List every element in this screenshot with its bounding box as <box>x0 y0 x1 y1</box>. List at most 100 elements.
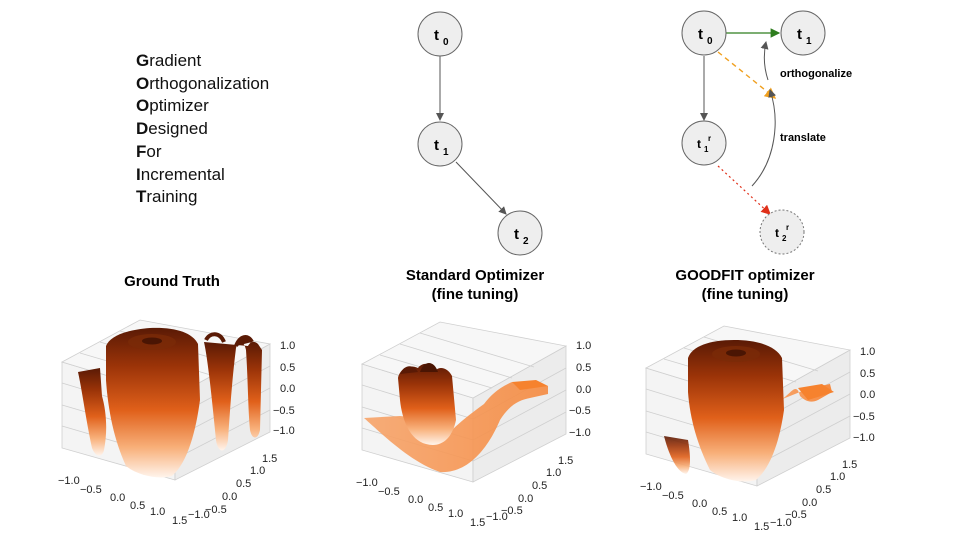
svg-text:t: t <box>775 226 779 240</box>
node-t2: t 2 <box>497 210 543 256</box>
plot-goodfit: 1.0 0.5 0.0 −0.5 −1.0 −1.0 −0.5 0.0 0.5 … <box>640 325 875 533</box>
arrow-orange-dashed <box>717 51 777 99</box>
node-t2r: t 2 r <box>759 209 805 255</box>
svg-text:t: t <box>434 137 439 154</box>
y-axis-ticks: 1.5 1.0 0.5 0.0 −0.5 −1.0 <box>188 453 277 521</box>
y-tick: 1.5 <box>558 455 573 467</box>
y-tick: −1.0 <box>770 517 792 529</box>
z-tick: 1.0 <box>860 346 875 358</box>
z-tick: 0.5 <box>860 368 875 380</box>
z-tick: 1.0 <box>280 340 295 352</box>
plot-title-goodfit: GOODFIT optimizer (fine tuning) <box>675 267 815 303</box>
acronym-line: Optimizer <box>136 96 209 116</box>
svg-text:t: t <box>797 26 802 43</box>
x-tick: 0.0 <box>408 494 423 506</box>
acronym-line: Training <box>136 187 198 207</box>
surface-bump <box>398 363 456 445</box>
y-axis-ticks: 1.5 1.0 0.5 0.0 −0.5 −1.0 <box>486 455 573 523</box>
z-tick: −1.0 <box>273 425 295 437</box>
node-t0: t 0 <box>681 10 727 56</box>
y-tick: −1.0 <box>188 509 210 521</box>
y-tick: −0.5 <box>205 504 227 516</box>
z-axis-ticks: 1.0 0.5 0.0 −0.5 −1.0 <box>273 340 295 437</box>
x-tick: 1.5 <box>172 515 187 527</box>
arrow-translate-curve <box>751 89 777 187</box>
x-tick: 0.5 <box>712 506 727 518</box>
x-tick: 1.0 <box>150 506 165 518</box>
svg-text:r: r <box>786 223 789 232</box>
z-tick: −0.5 <box>273 405 295 417</box>
arrow-t1r-t2r <box>717 165 771 215</box>
surface-ripples <box>204 341 262 451</box>
node-t1: t 1 <box>417 121 463 167</box>
acronym-block: Gradient Orthogonalization Optimizer Des… <box>136 50 269 209</box>
z-axis-ticks: 1.0 0.5 0.0 −0.5 −1.0 <box>853 346 875 444</box>
z-tick: 0.5 <box>576 362 591 374</box>
x-tick: 1.0 <box>732 512 747 524</box>
label-translate: translate <box>780 132 826 144</box>
svg-text:1: 1 <box>443 147 449 158</box>
svg-text:0: 0 <box>443 37 449 48</box>
svg-text:1: 1 <box>806 36 812 47</box>
surface-ring <box>106 327 200 478</box>
x-tick: −0.5 <box>662 490 684 502</box>
z-axis-ticks: 1.0 0.5 0.0 −0.5 −1.0 <box>569 340 591 439</box>
svg-text:t: t <box>514 226 519 243</box>
svg-text:2: 2 <box>523 236 529 247</box>
svg-text:t: t <box>698 26 703 43</box>
node-t1r: t 1 r <box>681 120 727 166</box>
y-tick: 1.0 <box>546 467 561 479</box>
y-tick: 0.0 <box>222 491 237 503</box>
svg-text:0: 0 <box>707 36 713 47</box>
y-tick: 0.5 <box>532 480 547 492</box>
x-tick: 0.5 <box>428 502 443 514</box>
z-tick: 0.5 <box>280 362 295 374</box>
acronym-line: Orthogonalization <box>136 73 270 93</box>
x-tick: −0.5 <box>80 484 102 496</box>
y-tick: 1.0 <box>250 465 265 477</box>
arrow-orthogonalize-curve <box>760 41 769 81</box>
x-tick: −1.0 <box>356 477 378 489</box>
y-tick: 1.0 <box>830 471 845 483</box>
plot-title-standard: Standard Optimizer (fine tuning) <box>405 267 545 303</box>
y-tick: −1.0 <box>486 511 508 523</box>
node-t1: t 1 <box>780 10 826 56</box>
x-tick: 0.0 <box>692 498 707 510</box>
x-tick: 1.5 <box>754 521 769 533</box>
x-axis-ticks: −1.0 −0.5 0.0 0.5 1.0 1.5 <box>356 477 485 529</box>
acronym-line: Incremental <box>136 164 225 184</box>
plot-ground-truth: 1.0 0.5 0.0 −0.5 −1.0 −1.0 −0.5 0.0 0.5 … <box>58 319 295 527</box>
arrow-t1-t2 <box>455 161 507 215</box>
x-tick: −0.5 <box>378 486 400 498</box>
svg-text:2: 2 <box>782 234 787 243</box>
y-tick: −0.5 <box>501 505 523 517</box>
z-tick: −0.5 <box>853 411 875 423</box>
x-tick: −1.0 <box>640 481 662 493</box>
z-tick: 0.0 <box>860 389 875 401</box>
acronym-line: Designed <box>136 119 208 139</box>
diagram-goodfit: orthogonalize translate t 0 t 1 t 1 r t … <box>681 10 852 255</box>
z-tick: 0.0 <box>576 384 591 396</box>
label-orthogonalize: orthogonalize <box>780 68 852 80</box>
z-tick: 1.0 <box>576 340 591 352</box>
y-tick: −0.5 <box>785 509 807 521</box>
svg-text:t: t <box>697 137 701 151</box>
y-tick: 0.5 <box>816 484 831 496</box>
x-tick: 1.5 <box>470 517 485 529</box>
svg-text:1: 1 <box>704 145 709 154</box>
x-tick: −1.0 <box>58 475 80 487</box>
surface-spike <box>78 368 107 456</box>
acronym-line: Gradient <box>136 51 202 70</box>
surface-plateau <box>798 384 834 400</box>
svg-text:r: r <box>708 134 711 143</box>
plot-title-ground-truth: Ground Truth <box>124 273 220 290</box>
plot-standard: 1.0 0.5 0.0 −0.5 −1.0 −1.0 −0.5 0.0 0.5 … <box>356 321 591 529</box>
y-tick: 0.5 <box>236 478 251 490</box>
x-axis-ticks: −1.0 −0.5 0.0 0.5 1.0 1.5 <box>640 481 769 533</box>
surface-sheet <box>364 382 548 473</box>
x-tick: 1.0 <box>448 508 463 520</box>
y-tick: 0.0 <box>802 497 817 509</box>
x-tick: 0.5 <box>130 500 145 512</box>
surface-plateau <box>512 380 548 390</box>
